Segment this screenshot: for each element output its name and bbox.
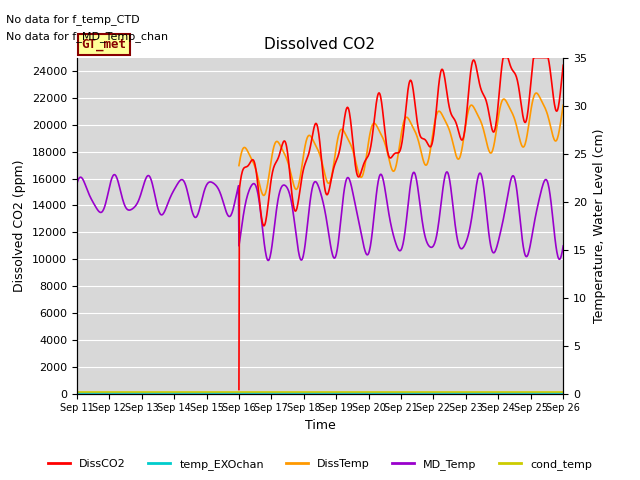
Text: No data for f_temp_CTD: No data for f_temp_CTD: [6, 14, 140, 25]
Text: GT_met: GT_met: [82, 38, 127, 51]
Text: No data for f_MD_Temp_chan: No data for f_MD_Temp_chan: [6, 31, 168, 42]
X-axis label: Time: Time: [305, 419, 335, 432]
Y-axis label: Temperature, Water Level (cm): Temperature, Water Level (cm): [593, 128, 605, 323]
Legend: DissCO2, temp_EXOchan, DissTemp, MD_Temp, cond_temp: DissCO2, temp_EXOchan, DissTemp, MD_Temp…: [44, 455, 596, 474]
Title: Dissolved CO2: Dissolved CO2: [264, 37, 376, 52]
Y-axis label: Dissolved CO2 (ppm): Dissolved CO2 (ppm): [13, 159, 26, 292]
